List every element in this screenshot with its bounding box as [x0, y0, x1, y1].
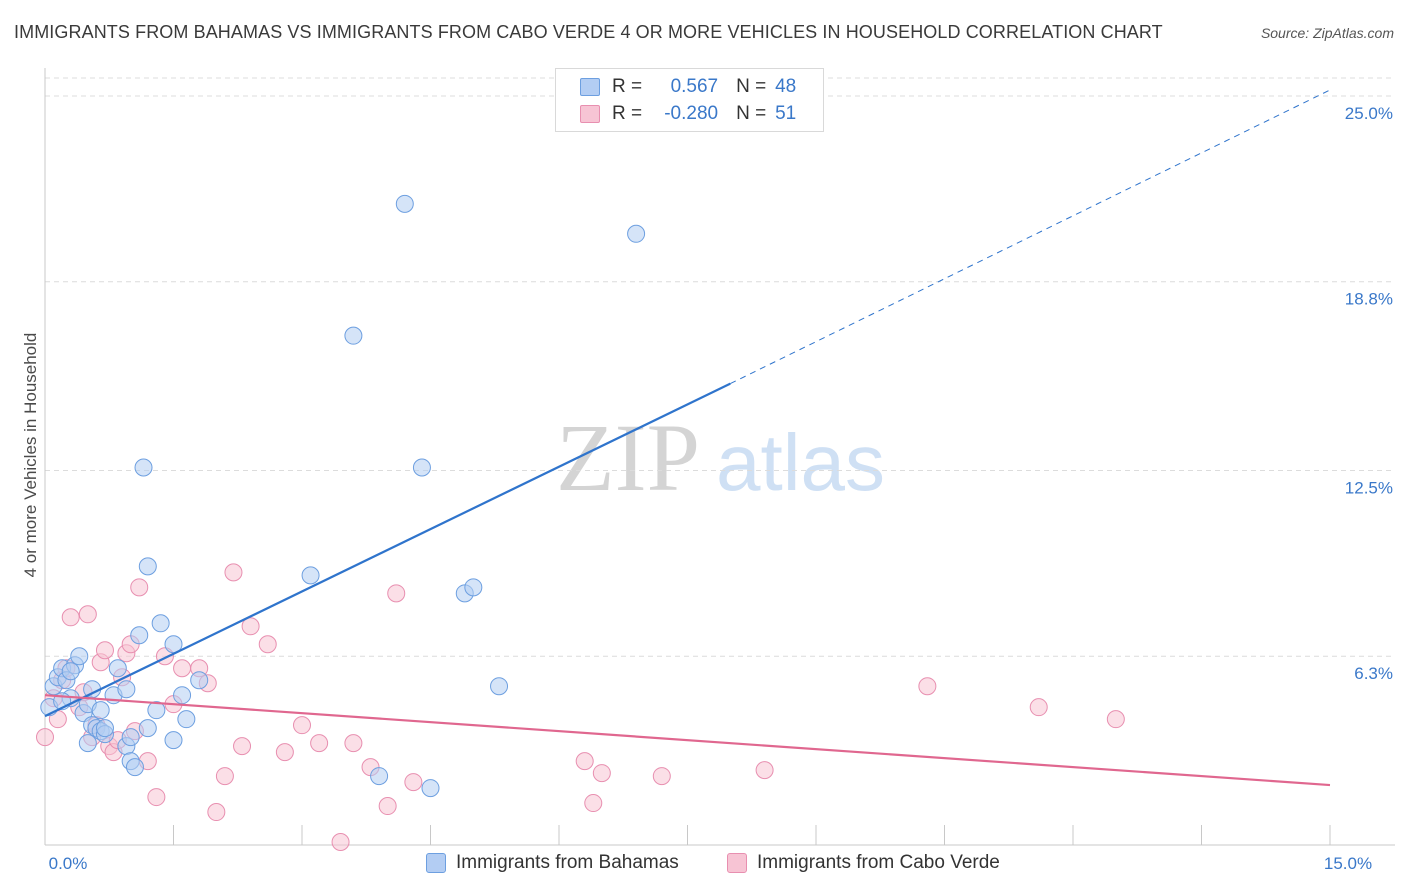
- legend-n-label: N =: [736, 103, 767, 124]
- caboverde-point: [293, 716, 311, 735]
- bahamas-point: [190, 671, 209, 690]
- legend-swatch-caboverde: [580, 105, 600, 123]
- caboverde-point: [918, 677, 937, 696]
- bahamas-trend-extension: [730, 89, 1331, 385]
- bahamas-point: [370, 767, 389, 786]
- series-legend-caboverde[interactable]: Immigrants from Cabo Verde: [727, 852, 1000, 874]
- bahamas-point: [91, 701, 110, 720]
- legend-r-label: R =: [612, 76, 643, 97]
- bahamas-point: [412, 458, 431, 477]
- series-legend-bahamas[interactable]: Immigrants from Bahamas: [426, 852, 679, 874]
- caboverde-point: [344, 734, 363, 753]
- caboverde-point: [378, 797, 397, 816]
- legend-n-value: 48: [775, 76, 797, 97]
- y-tick-label: 18.8%: [1345, 290, 1393, 309]
- bahamas-point: [627, 224, 646, 243]
- bahamas-point: [164, 731, 183, 750]
- caboverde-point: [387, 584, 406, 603]
- caboverde-point: [61, 608, 80, 627]
- bahamas-trend-line: [44, 382, 731, 718]
- caboverde-point: [331, 833, 350, 852]
- bahamas-point: [108, 659, 127, 678]
- caboverde-point: [147, 788, 166, 807]
- bahamas-point: [121, 728, 140, 747]
- bahamas-point: [138, 557, 157, 576]
- chart-title: IMMIGRANTS FROM BAHAMAS VS IMMIGRANTS FR…: [14, 22, 1163, 42]
- bahamas-point: [173, 686, 192, 705]
- series-swatch-bahamas: [426, 853, 446, 873]
- caboverde-point: [207, 803, 226, 822]
- series-label-caboverde: Immigrants from Cabo Verde: [757, 852, 1000, 873]
- correlation-legend: R = 0.567 N = 48 R = -0.280 N = 51: [555, 68, 824, 132]
- bahamas-point: [301, 566, 320, 585]
- legend-r-value: 0.567: [670, 76, 719, 97]
- bahamas-point: [95, 719, 114, 738]
- bahamas-point: [490, 677, 509, 696]
- caboverde-point: [1106, 710, 1125, 729]
- bahamas-point: [134, 458, 153, 477]
- bahamas-point: [344, 326, 363, 345]
- caboverde-point: [310, 734, 329, 753]
- x-tick-label-min: 0.0%: [49, 854, 88, 873]
- y-tick-label: 6.3%: [1354, 664, 1393, 683]
- bahamas-point: [138, 719, 157, 738]
- bahamas-point: [125, 758, 144, 777]
- series-legend: Immigrants from Bahamas Immigrants from …: [0, 852, 1406, 876]
- caboverde-point: [584, 794, 603, 813]
- source-label: Source: ZipAtlas.com: [1260, 25, 1394, 41]
- bahamas-point: [421, 779, 440, 798]
- caboverde-point: [95, 641, 114, 660]
- bahamas-point: [78, 734, 97, 753]
- bahamas-point: [147, 701, 166, 720]
- watermark-atlas: atlas: [716, 418, 885, 507]
- legend-r-value: -0.280: [664, 103, 719, 124]
- bahamas-point: [130, 626, 149, 645]
- legend-r-label: R =: [612, 103, 643, 124]
- caboverde-point: [36, 728, 54, 747]
- caboverde-trend-line: [44, 694, 1331, 787]
- caboverde-point: [1029, 698, 1048, 717]
- caboverde-point: [78, 605, 97, 624]
- y-tick-label: 12.5%: [1345, 478, 1393, 497]
- y-axis-label: 4 or more Vehicles in Household: [21, 333, 40, 578]
- caboverde-point: [652, 767, 671, 786]
- caboverde-point: [404, 773, 423, 792]
- x-tick-label-max: 15.0%: [1324, 854, 1372, 873]
- y-tick-label: 25.0%: [1345, 104, 1393, 123]
- bahamas-point: [395, 194, 414, 213]
- caboverde-point: [130, 578, 149, 597]
- caboverde-point: [173, 659, 192, 678]
- bahamas-point: [177, 710, 196, 729]
- bahamas-point: [117, 680, 136, 699]
- caboverde-point: [755, 761, 774, 780]
- series-swatch-caboverde: [727, 853, 747, 873]
- caboverde-point: [258, 635, 277, 654]
- bahamas-point: [464, 578, 483, 597]
- legend-n-value: 51: [775, 103, 797, 124]
- caboverde-point: [224, 563, 243, 582]
- bahamas-point: [61, 662, 80, 681]
- caboverde-point: [575, 752, 594, 771]
- caboverde-point: [592, 764, 611, 783]
- legend-row-caboverde: R = -0.280 N = 51: [580, 102, 796, 126]
- legend-swatch-bahamas: [580, 78, 600, 96]
- series-label-bahamas: Immigrants from Bahamas: [456, 852, 679, 873]
- bahamas-point: [151, 614, 170, 633]
- legend-row-bahamas: R = 0.567 N = 48: [580, 75, 796, 99]
- caboverde-point: [233, 737, 252, 756]
- caboverde-point: [241, 617, 260, 636]
- legend-n-label: N =: [736, 76, 767, 97]
- caboverde-point: [275, 743, 294, 762]
- bahamas-point: [70, 647, 89, 666]
- caboverde-point: [215, 767, 234, 786]
